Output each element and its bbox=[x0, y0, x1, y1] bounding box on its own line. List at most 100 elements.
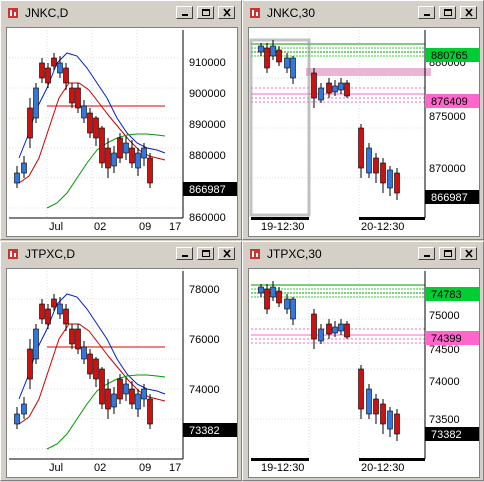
x-tick-label: 09 bbox=[139, 462, 151, 474]
candle-body bbox=[123, 383, 129, 395]
y-tick-label: 74500 bbox=[429, 344, 460, 356]
candle-body bbox=[338, 82, 344, 91]
y-tick-label: 870000 bbox=[429, 163, 466, 175]
close-button[interactable] bbox=[460, 6, 477, 19]
candle-body bbox=[69, 87, 75, 104]
minimize-button[interactable] bbox=[176, 6, 193, 19]
candle-body bbox=[105, 388, 111, 410]
candle-body bbox=[75, 87, 81, 109]
x-tick-label: 19-12:30 bbox=[261, 221, 304, 233]
maximize-button[interactable] bbox=[197, 247, 214, 260]
y-tick-label: 75000 bbox=[429, 310, 460, 322]
candle-body bbox=[264, 288, 270, 310]
maximize-icon bbox=[444, 9, 452, 16]
candle-body bbox=[93, 117, 99, 139]
candle-body bbox=[93, 358, 99, 380]
x-tick-label: 09 bbox=[139, 221, 151, 233]
candle-body bbox=[366, 388, 372, 415]
chart-window-jnkc-d[interactable]: JNKC,D 910000900000890000880000870000860… bbox=[0, 0, 242, 240]
y-tick-label: 74000 bbox=[429, 376, 460, 388]
price-label-box bbox=[425, 190, 479, 204]
chart-area[interactable]: 75000 74500 74000 73500 19-12:30 20-12:30 7478… bbox=[248, 268, 480, 478]
selection-bar bbox=[306, 68, 431, 76]
candle-body bbox=[117, 137, 123, 159]
x-axis-gap bbox=[309, 217, 359, 220]
candle-body bbox=[311, 313, 317, 340]
close-button[interactable] bbox=[460, 247, 477, 260]
minimize-icon bbox=[182, 14, 188, 16]
window-titlebar[interactable]: JNKC,D bbox=[3, 3, 239, 23]
candle-body bbox=[99, 127, 105, 164]
maximize-button[interactable] bbox=[439, 6, 456, 19]
candle-body bbox=[14, 172, 20, 184]
x-tick-label: 02 bbox=[94, 221, 106, 233]
candle-body bbox=[51, 298, 57, 308]
chart-area[interactable]: 910000900000890000880000870000860000Jul0… bbox=[6, 27, 238, 237]
y-tick-label: 78000 bbox=[189, 284, 220, 296]
maximize-icon bbox=[202, 250, 210, 257]
candle-body bbox=[358, 127, 364, 169]
x-tick-label: 17 bbox=[169, 221, 181, 233]
maximize-button[interactable] bbox=[439, 247, 456, 260]
price-label-box bbox=[425, 331, 479, 345]
candle-body bbox=[69, 328, 75, 345]
y-tick-label: 910000 bbox=[189, 57, 226, 69]
chart-area[interactable]: 880000 875000 870000 19-12:30 20-12:30 880765… bbox=[248, 27, 480, 237]
candle-body bbox=[39, 62, 45, 79]
candlestick-chart: 910000900000890000880000870000860000Jul0… bbox=[9, 30, 237, 233]
price-label: 866987 bbox=[431, 192, 468, 204]
y-tick-label: 860000 bbox=[189, 212, 226, 224]
y-tick-label: 875000 bbox=[429, 111, 466, 123]
window-titlebar[interactable]: JTPXC,D bbox=[3, 244, 239, 264]
candle-body bbox=[344, 323, 350, 338]
candle-body bbox=[387, 410, 393, 430]
candlestick-chart: 75000 74500 74000 73500 19-12:30 20-12:30 7478… bbox=[251, 271, 479, 474]
candle-body bbox=[81, 346, 87, 360]
minimize-button[interactable] bbox=[418, 6, 435, 19]
candle-body bbox=[87, 112, 93, 134]
window-title: JTPXC,D bbox=[25, 247, 76, 261]
y-tick-label: 900000 bbox=[189, 88, 226, 100]
candle-body bbox=[366, 147, 372, 174]
minimize-button[interactable] bbox=[418, 247, 435, 260]
maximize-button[interactable] bbox=[197, 6, 214, 19]
chart-window-jtpxc-d[interactable]: JTPXC,D 78000 76000 74000 Jul 02 09 17 73382 bbox=[0, 241, 242, 481]
chart-area[interactable]: 78000 76000 74000 Jul 02 09 17 73382 bbox=[6, 268, 238, 478]
candle-body bbox=[344, 82, 350, 97]
candle-body bbox=[373, 157, 379, 174]
chart-window-jtpxc-30[interactable]: JTPXC,30 75000 74500 74000 73500 19-12:30 20-… bbox=[242, 241, 484, 481]
minimize-icon bbox=[424, 255, 430, 257]
candle-body bbox=[147, 398, 153, 425]
minimize-icon bbox=[424, 14, 430, 16]
x-tick-label: 20-12:30 bbox=[361, 462, 404, 474]
x-tick-label: Jul bbox=[49, 462, 63, 474]
candle-body bbox=[276, 49, 282, 63]
candlestick-chart: 78000 76000 74000 Jul 02 09 17 73382 bbox=[9, 271, 237, 474]
x-tick-label: 19-12:30 bbox=[261, 462, 304, 474]
price-label-box bbox=[183, 182, 237, 196]
close-button[interactable] bbox=[218, 247, 235, 260]
candle-body bbox=[270, 286, 276, 298]
candle-body bbox=[311, 72, 317, 99]
chart-window-jnkc-30[interactable]: JNKC,30 880000 875000 870000 19-12:30 20-12:… bbox=[242, 0, 484, 240]
price-label-box bbox=[425, 427, 479, 441]
candle-body bbox=[111, 152, 117, 167]
window-titlebar[interactable]: JTPXC,30 bbox=[245, 244, 481, 264]
candle-body bbox=[380, 162, 386, 184]
candle-body bbox=[332, 85, 338, 93]
price-label: 876409 bbox=[431, 96, 468, 108]
candle-body bbox=[129, 388, 135, 405]
close-icon bbox=[223, 249, 231, 258]
x-tick-label: 17 bbox=[169, 462, 181, 474]
window-titlebar[interactable]: JNKC,30 bbox=[245, 3, 481, 23]
candle-body bbox=[394, 413, 400, 435]
chart-app-icon bbox=[8, 249, 18, 259]
y-tick-label: 880000 bbox=[189, 150, 226, 162]
minimize-icon bbox=[182, 255, 188, 257]
candle-body bbox=[147, 157, 153, 184]
price-label-box bbox=[425, 287, 479, 301]
minimize-button[interactable] bbox=[176, 247, 193, 260]
y-tick-label: 73500 bbox=[429, 414, 460, 426]
close-button[interactable] bbox=[218, 6, 235, 19]
